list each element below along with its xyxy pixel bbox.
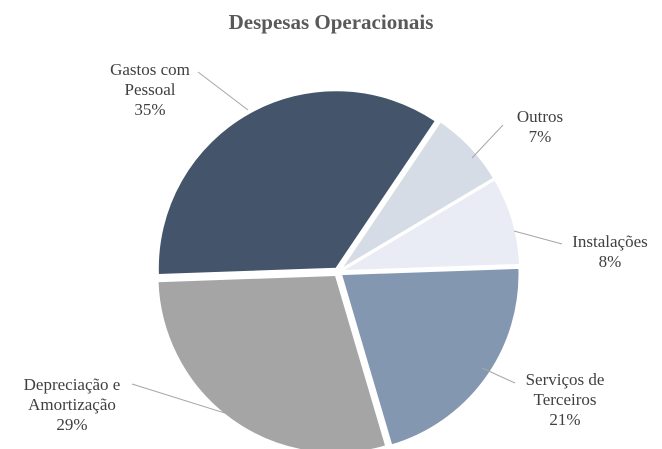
value-label: 7%	[528, 127, 552, 146]
data-label: Serviços de Terceiros 21%	[510, 370, 620, 430]
pie-slice	[340, 267, 520, 447]
category-label: Serviços de Terceiros	[525, 370, 605, 409]
value-label: 29%	[56, 415, 88, 434]
category-label: Depreciação e Amortização	[23, 375, 121, 414]
category-label: Outros	[516, 107, 564, 126]
value-label: 35%	[134, 100, 166, 119]
pie-slice	[157, 89, 437, 276]
category-label: Instalações	[572, 232, 648, 251]
leader-line	[197, 71, 249, 111]
data-label: Depreciação e Amortização 29%	[2, 375, 142, 435]
value-label: 21%	[549, 410, 581, 429]
leader-line	[131, 383, 299, 437]
leader-line	[471, 124, 504, 159]
category-label: Gastos com Pessoal	[110, 60, 190, 99]
pie-slice	[156, 274, 387, 449]
leader-line	[513, 230, 563, 245]
chart-title: Despesas Operacionais	[228, 10, 434, 34]
data-label: Outros 7%	[500, 107, 580, 147]
pie-slice	[341, 178, 521, 272]
pie-slice	[340, 120, 495, 270]
leader-line	[481, 367, 516, 384]
data-label: Instalações 8%	[560, 232, 660, 272]
data-label: Gastos com Pessoal 35%	[95, 60, 205, 120]
value-label: 8%	[598, 252, 622, 271]
